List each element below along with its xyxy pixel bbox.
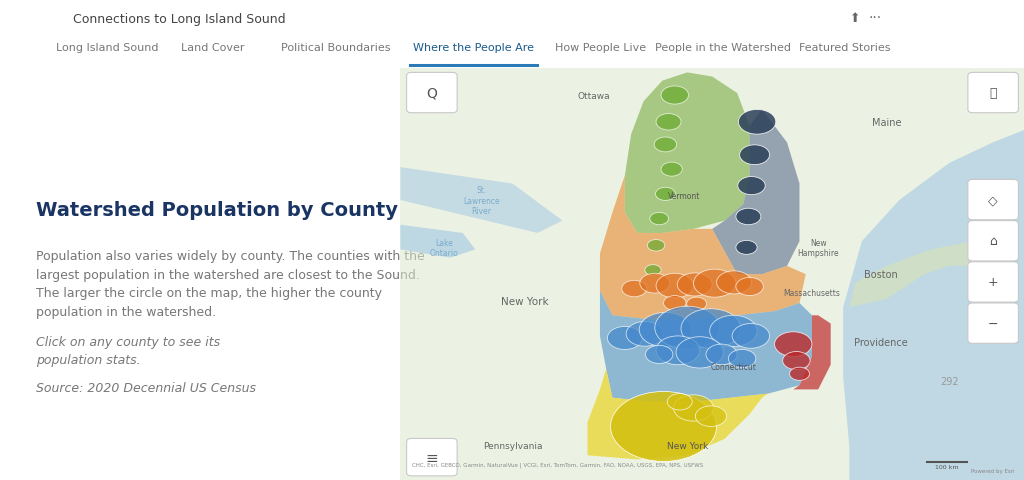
- Circle shape: [607, 327, 642, 350]
- Text: New
Hampshire: New Hampshire: [798, 238, 839, 258]
- Circle shape: [622, 281, 647, 297]
- Text: ◇: ◇: [988, 194, 998, 207]
- Circle shape: [664, 296, 686, 311]
- FancyBboxPatch shape: [968, 262, 1019, 302]
- Circle shape: [654, 307, 720, 349]
- Circle shape: [677, 273, 712, 296]
- Polygon shape: [400, 69, 1024, 480]
- Circle shape: [654, 138, 677, 153]
- Circle shape: [662, 87, 688, 105]
- Text: ⤢: ⤢: [989, 87, 997, 100]
- Text: Connecticut: Connecticut: [711, 362, 757, 372]
- FancyBboxPatch shape: [968, 180, 1019, 220]
- Circle shape: [650, 213, 669, 225]
- Circle shape: [645, 265, 662, 276]
- Circle shape: [736, 241, 757, 255]
- Polygon shape: [588, 369, 768, 459]
- Circle shape: [662, 163, 682, 177]
- Text: ···: ···: [869, 11, 882, 25]
- Text: Click on any county to see its
population stats.: Click on any county to see its populatio…: [36, 335, 220, 366]
- Circle shape: [656, 336, 699, 365]
- Text: Land Cover: Land Cover: [181, 43, 245, 53]
- Polygon shape: [713, 110, 800, 275]
- Text: CHC, Esri, GEBCO, Garmin, NaturalVue | VCGI, Esri, TomTom, Garmin, FAO, NOAA, US: CHC, Esri, GEBCO, Garmin, NaturalVue | V…: [412, 462, 702, 467]
- Text: Connections to Long Island Sound: Connections to Long Island Sound: [73, 12, 286, 25]
- Circle shape: [728, 350, 756, 368]
- Circle shape: [626, 322, 664, 347]
- Text: Political Boundaries: Political Boundaries: [282, 43, 390, 53]
- Circle shape: [737, 177, 765, 195]
- Circle shape: [790, 367, 810, 381]
- FancyBboxPatch shape: [968, 73, 1019, 113]
- Circle shape: [693, 270, 736, 298]
- Polygon shape: [400, 168, 562, 233]
- FancyBboxPatch shape: [968, 303, 1019, 344]
- Circle shape: [645, 346, 673, 364]
- Polygon shape: [400, 225, 475, 258]
- Text: New York: New York: [667, 441, 708, 450]
- Circle shape: [687, 298, 707, 311]
- Text: Q: Q: [426, 86, 437, 100]
- Text: +: +: [988, 276, 998, 289]
- Text: ⌂: ⌂: [989, 235, 997, 248]
- Text: Ottawa: Ottawa: [578, 91, 610, 100]
- FancyBboxPatch shape: [407, 73, 457, 113]
- Text: 100 km: 100 km: [935, 464, 958, 468]
- Circle shape: [655, 188, 676, 201]
- Polygon shape: [843, 131, 1024, 480]
- Text: ≡: ≡: [426, 450, 438, 465]
- Text: 292: 292: [940, 376, 958, 386]
- Circle shape: [774, 332, 812, 357]
- Circle shape: [610, 392, 717, 461]
- Circle shape: [639, 313, 691, 348]
- Text: Maine: Maine: [872, 118, 901, 128]
- Text: New York: New York: [502, 296, 549, 306]
- FancyBboxPatch shape: [407, 439, 457, 476]
- Text: St.
Lawrence
River: St. Lawrence River: [463, 186, 500, 216]
- Text: Lake
Ontario: Lake Ontario: [430, 238, 459, 258]
- Circle shape: [676, 337, 723, 368]
- Text: Pennsylvania: Pennsylvania: [483, 441, 543, 450]
- Text: Providence: Providence: [854, 337, 907, 348]
- Circle shape: [782, 352, 810, 370]
- Circle shape: [656, 274, 693, 299]
- Text: −: −: [988, 317, 998, 330]
- Text: Massachusetts: Massachusetts: [783, 288, 841, 298]
- Circle shape: [668, 394, 692, 410]
- Circle shape: [739, 145, 770, 165]
- Circle shape: [640, 274, 670, 293]
- Text: Featured Stories: Featured Stories: [799, 43, 891, 53]
- Text: Powered by Esri: Powered by Esri: [971, 468, 1015, 473]
- Text: Where the People Are: Where the People Are: [413, 43, 534, 53]
- Polygon shape: [849, 242, 986, 307]
- Text: Long Island Sound: Long Island Sound: [56, 43, 159, 53]
- Text: Watershed Population by County: Watershed Population by County: [36, 201, 398, 219]
- Polygon shape: [600, 176, 806, 320]
- Circle shape: [736, 278, 763, 296]
- Circle shape: [656, 114, 681, 131]
- Circle shape: [736, 209, 761, 225]
- FancyBboxPatch shape: [968, 221, 1019, 262]
- Text: ⬆: ⬆: [850, 12, 860, 24]
- Text: Population also varies widely by county. The counties with the
largest populatio: Population also varies widely by county.…: [36, 250, 425, 318]
- Text: Vermont: Vermont: [668, 192, 700, 201]
- Circle shape: [738, 110, 776, 135]
- Circle shape: [681, 309, 741, 348]
- Circle shape: [695, 406, 727, 427]
- Text: How People Live: How People Live: [555, 43, 645, 53]
- Polygon shape: [625, 73, 750, 233]
- Circle shape: [717, 271, 752, 294]
- Circle shape: [647, 240, 665, 252]
- Polygon shape: [600, 291, 812, 402]
- Polygon shape: [794, 316, 830, 390]
- Text: Boston: Boston: [863, 270, 897, 279]
- Text: Source: 2020 Decennial US Census: Source: 2020 Decennial US Census: [36, 382, 256, 395]
- Circle shape: [732, 324, 770, 348]
- Circle shape: [710, 316, 757, 347]
- Text: People in the Watershed: People in the Watershed: [655, 43, 791, 53]
- Circle shape: [706, 345, 737, 365]
- Circle shape: [674, 395, 714, 421]
